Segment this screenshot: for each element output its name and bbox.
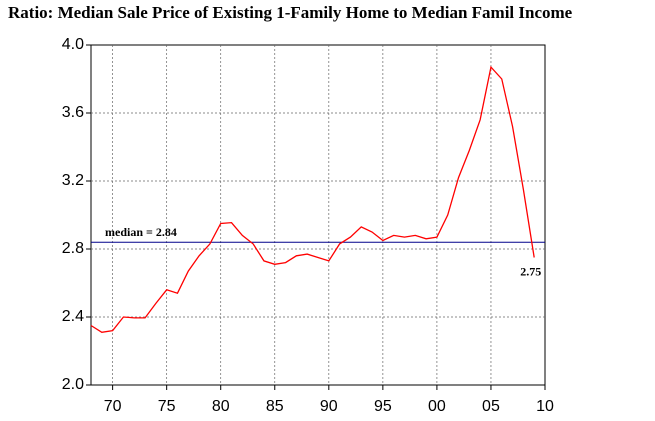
x-tick-label: 00 — [428, 398, 446, 415]
x-tick-label: 90 — [320, 398, 338, 415]
x-tick-label: 05 — [482, 398, 500, 415]
median-label: median = 2.84 — [105, 225, 177, 239]
x-tick-label: 75 — [158, 398, 176, 415]
x-tick-label: 85 — [266, 398, 284, 415]
chart-title: Ratio: Median Sale Price of Existing 1-F… — [8, 3, 573, 22]
x-tick-label: 95 — [374, 398, 392, 415]
y-tick-label: 4.0 — [62, 36, 84, 53]
y-tick-label: 3.6 — [62, 104, 84, 121]
x-tick-label: 70 — [104, 398, 122, 415]
plot-frame — [90, 44, 546, 386]
x-tick-label: 10 — [536, 398, 554, 415]
end-label: 2.75 — [520, 264, 541, 278]
x-tick-label: 80 — [212, 398, 230, 415]
y-tick-label: 2.8 — [62, 240, 84, 257]
y-tick-label: 3.2 — [62, 172, 84, 189]
y-tick-label: 2.4 — [62, 308, 84, 325]
y-tick-label: 2.0 — [62, 376, 84, 393]
series-line — [90, 65, 535, 333]
